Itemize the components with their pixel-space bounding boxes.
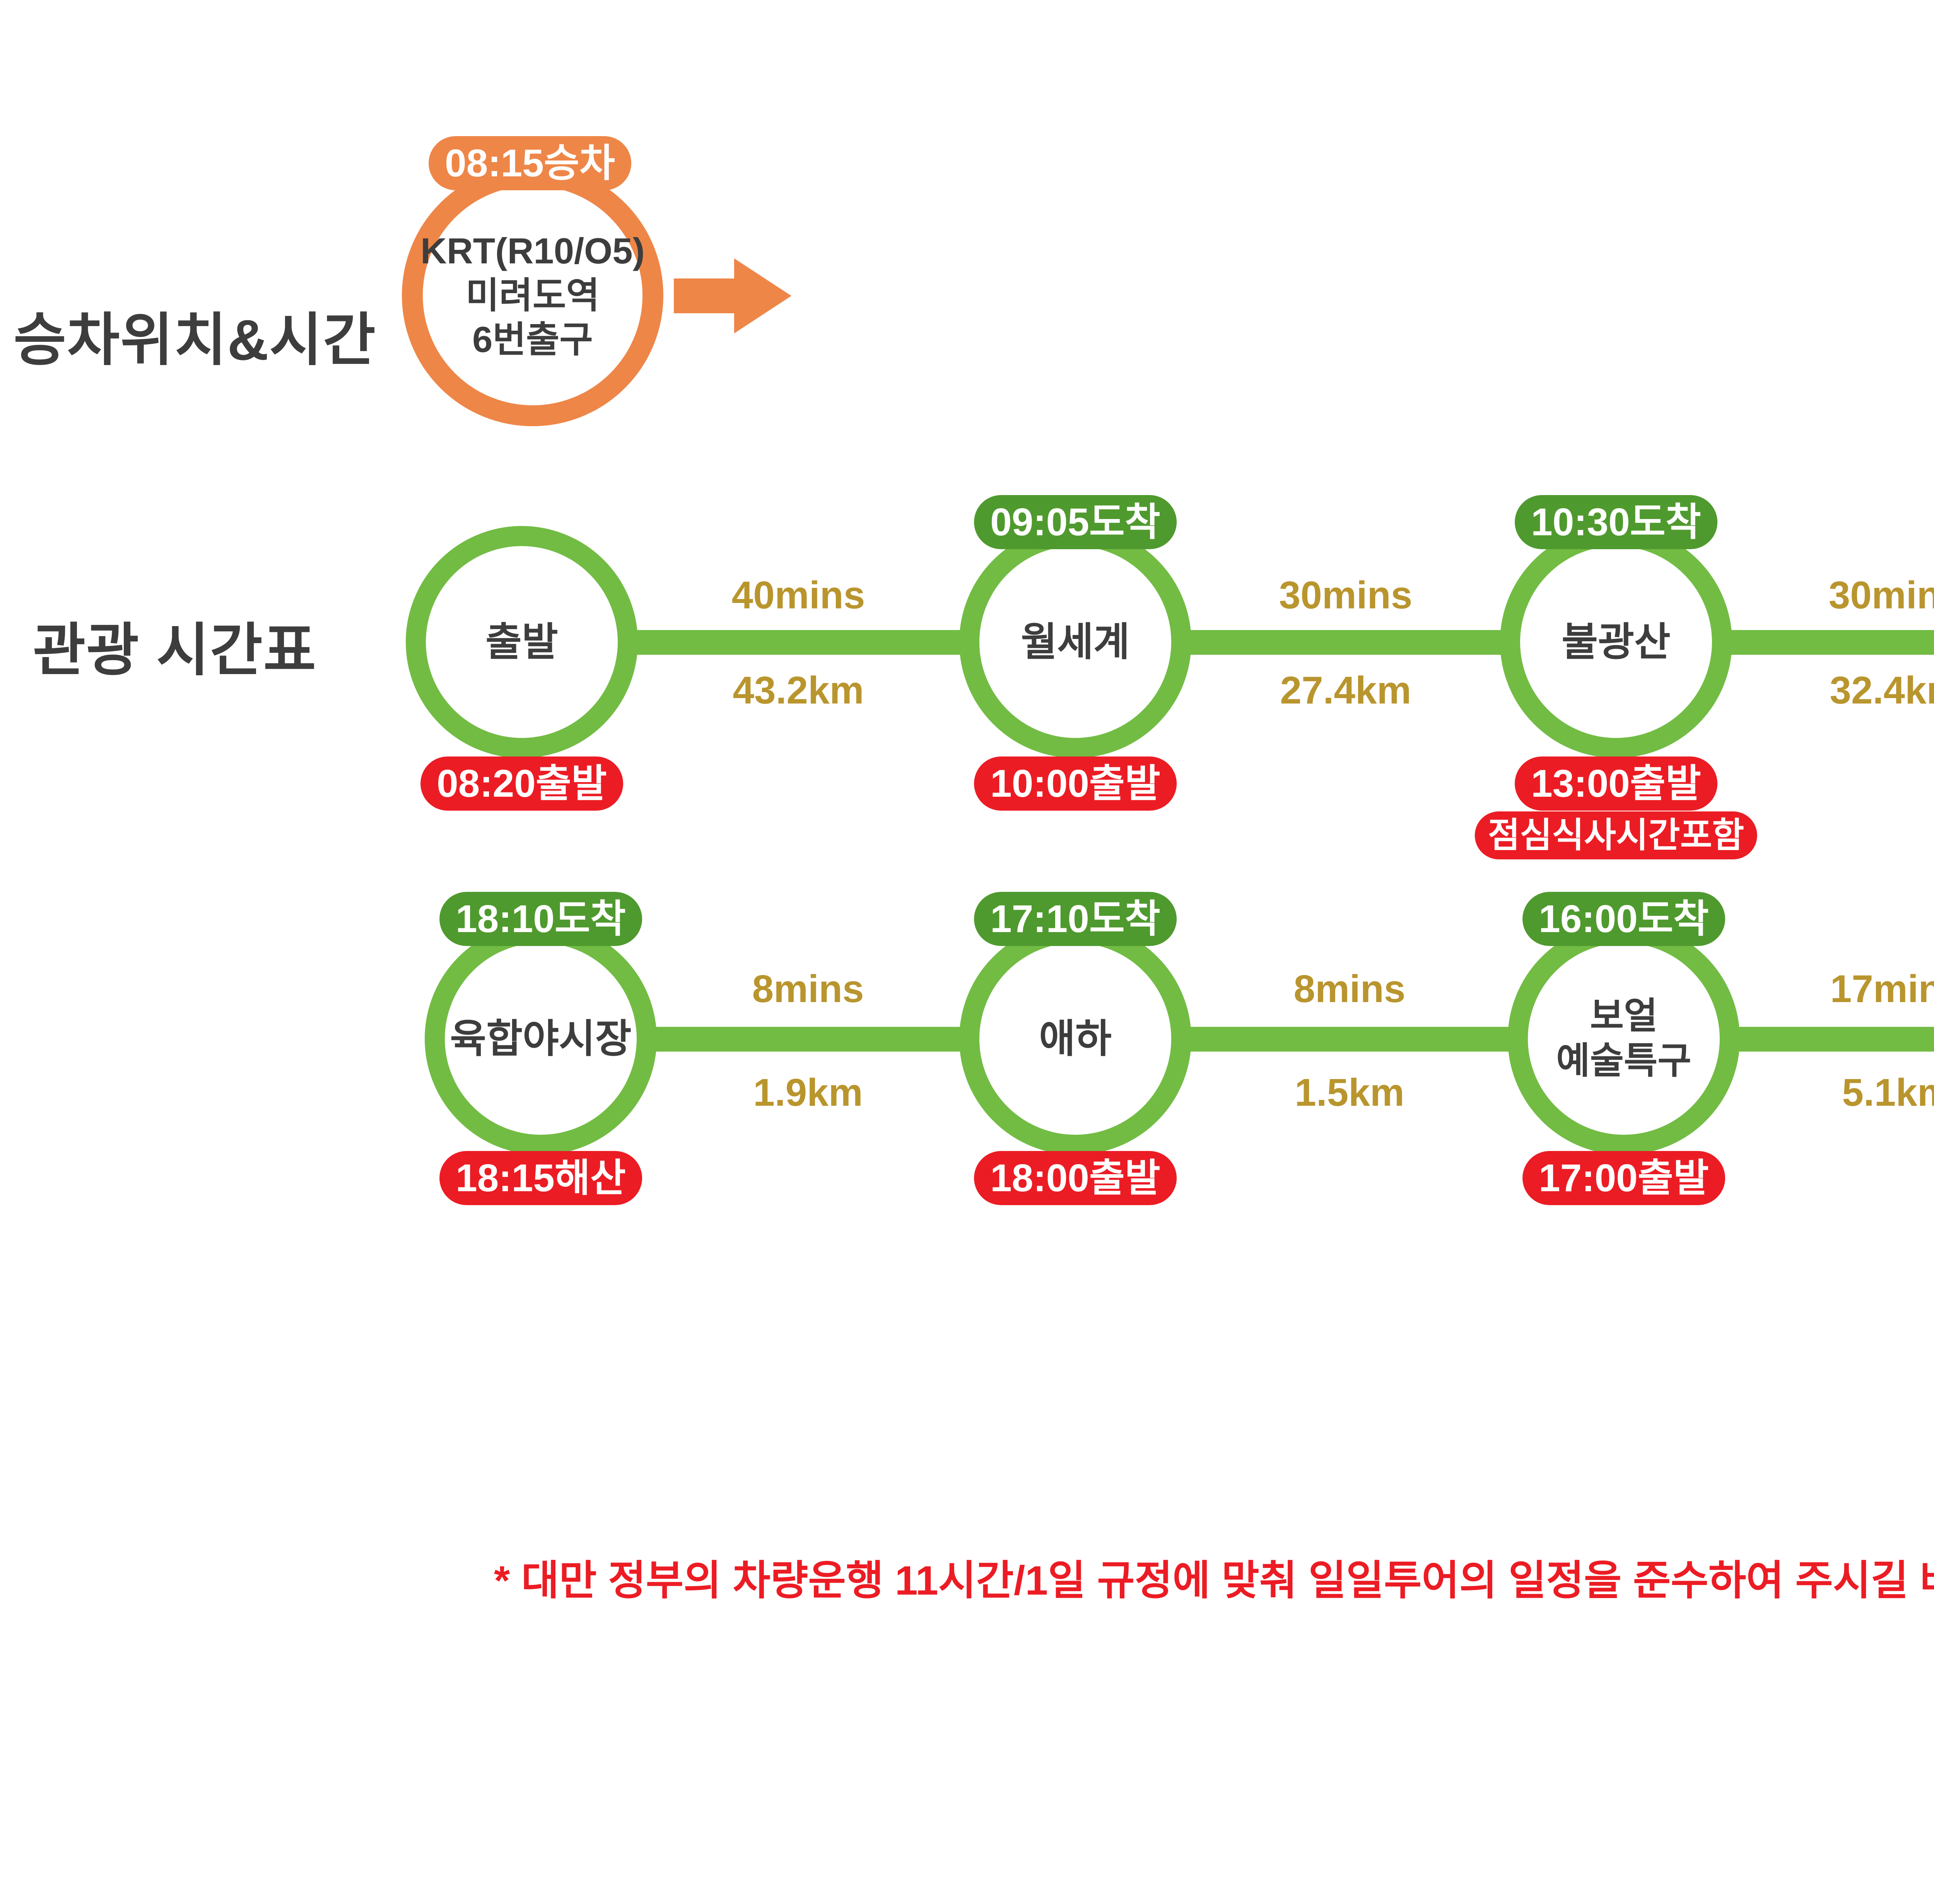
leg-distance-row1-2: 27.4km — [1280, 669, 1411, 712]
stop-label-liuhe-night-market: 육합야시장 — [450, 1016, 632, 1061]
stop-circle-bulgwangsan: 불광산 — [1500, 526, 1732, 758]
stop-circle-wolsegye: 월세계 — [959, 526, 1191, 758]
leg-distance-row1-3: 32.4km — [1830, 669, 1934, 712]
regulation-footnote: * 대만 정부의 차량운행 11시간/1일 규정에 맞춰 일일투어의 일정을 준… — [494, 1558, 1934, 1603]
leg-duration-row2-1: 8mins — [752, 967, 864, 1011]
stop-label-love-river: 애하 — [1039, 1016, 1112, 1061]
stop-label-departure: 출발 — [485, 620, 558, 664]
boarding-station-label: KRT(R10/O5) 미려도역 6번출구 — [420, 230, 645, 360]
stop-label-wolsegye: 월세계 — [1021, 620, 1130, 664]
leg-bar-row2-2 — [1176, 1027, 1523, 1052]
leg-bar-row1-3 — [1717, 630, 1934, 655]
leg-distance-row1-1: 43.2km — [733, 669, 864, 712]
leg-duration-row1-1: 40mins — [731, 574, 865, 617]
depart-badge-bulgwangsan: 13:00출발 — [1515, 756, 1717, 811]
stop-circle-departure: 출발 — [406, 526, 638, 758]
boarding-station-circle: KRT(R10/O5) 미려도역 6번출구 — [402, 165, 663, 426]
departure-arrow-icon — [674, 278, 735, 313]
timetable-section-label: 관광 시간표 — [33, 618, 317, 682]
arrive-badge-love-river: 17:10도착 — [974, 892, 1177, 946]
arrive-badge-wolsegye: 09:05도착 — [974, 495, 1177, 549]
departure-arrow-head-icon — [734, 258, 791, 333]
depart-badge-love-river: 18:00출발 — [974, 1151, 1177, 1205]
depart-badge-wolsegye: 10:00출발 — [974, 756, 1177, 811]
depart-badge-pier2-art-district: 17:00출발 — [1522, 1151, 1725, 1205]
leg-duration-row2-3: 17mins — [1830, 967, 1934, 1011]
boarding-section-label: 승차위치&시간 — [14, 308, 376, 372]
boarding-time-badge: 08:15승차 — [429, 136, 631, 190]
leg-duration-row1-2: 30mins — [1279, 574, 1413, 617]
stop-label-bulgwangsan: 불광산 — [1562, 620, 1671, 664]
leg-distance-row2-1: 1.9km — [753, 1071, 863, 1114]
leg-duration-row2-2: 8mins — [1293, 967, 1406, 1011]
depart-badge-departure: 08:20출발 — [420, 756, 623, 811]
leg-distance-row2-3: 5.1km — [1842, 1071, 1934, 1114]
arrive-badge-liuhe-night-market: 18:10도착 — [439, 892, 642, 946]
leg-duration-row1-3: 30mins — [1828, 574, 1934, 617]
stop-circle-pier2-art-district: 보얼 예술특구 — [1508, 923, 1740, 1155]
stop-circle-liuhe-night-market: 육합야시장 — [425, 923, 657, 1155]
leg-bar-row1-1 — [622, 630, 975, 655]
stop-label-pier2-art-district: 보얼 예술특구 — [1556, 996, 1691, 1081]
leg-bar-row1-2 — [1176, 630, 1515, 655]
depart-note-badge-bulgwangsan: 점심식사시간포함 — [1474, 811, 1758, 859]
depart-badge-liuhe-night-market: 18:15해산 — [439, 1151, 642, 1205]
leg-bar-row2-1 — [641, 1027, 975, 1052]
leg-distance-row2-2: 1.5km — [1295, 1071, 1404, 1114]
arrive-badge-bulgwangsan: 10:30도착 — [1515, 495, 1717, 549]
arrive-badge-pier2-art-district: 16:00도착 — [1522, 892, 1725, 946]
leg-bar-row2-3 — [1724, 1027, 1934, 1052]
stop-circle-love-river: 애하 — [959, 923, 1191, 1155]
